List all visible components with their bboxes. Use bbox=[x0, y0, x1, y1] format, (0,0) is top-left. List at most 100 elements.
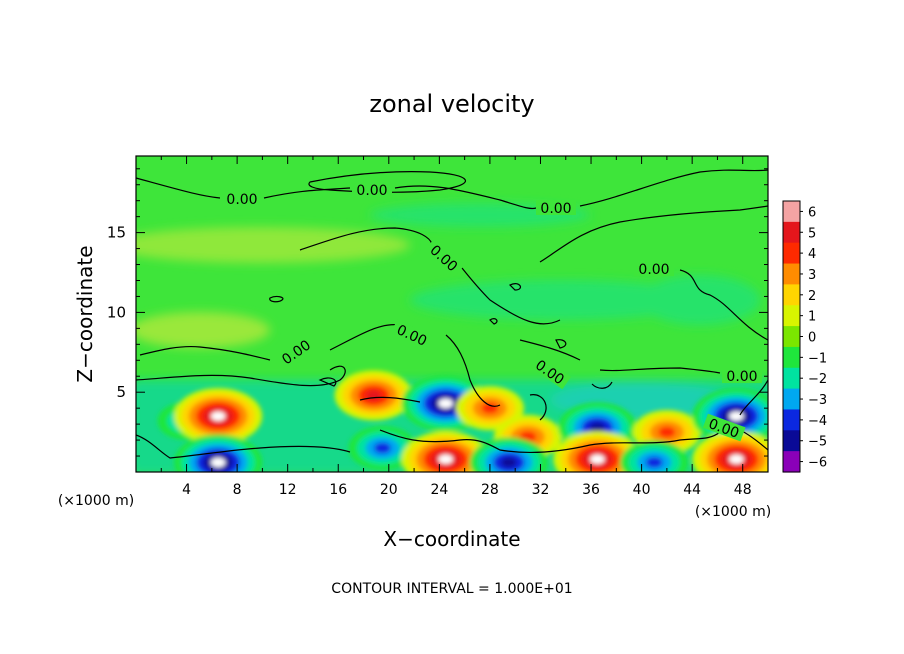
contour-label: 0.00 bbox=[352, 182, 392, 199]
zero-contours bbox=[136, 169, 768, 459]
contour-labels: 0.000.000.000.00 0.000.000.000.00 0.000.00 bbox=[222, 182, 762, 442]
x-unit-left: (×1000 m) bbox=[58, 493, 134, 509]
colorbar-label: −3 bbox=[808, 393, 827, 408]
x-tick-label: 32 bbox=[532, 482, 550, 498]
colorbar-swatch bbox=[783, 263, 800, 285]
colorbar-label: −6 bbox=[808, 456, 827, 471]
x-tick-label: 40 bbox=[633, 482, 651, 498]
weak-flow-patch bbox=[640, 275, 760, 325]
colorbar-label: 0 bbox=[808, 331, 816, 346]
core-ring bbox=[658, 426, 676, 438]
colorbar-swatch bbox=[783, 242, 800, 265]
weak-flow-patch bbox=[136, 227, 410, 263]
core-ring bbox=[210, 457, 226, 468]
contour-label-bg bbox=[702, 413, 746, 442]
x-tick-label: 36 bbox=[582, 482, 600, 498]
core-ring bbox=[589, 422, 606, 433]
colorbar-label: −2 bbox=[808, 372, 827, 387]
y-tick-label: 5 bbox=[116, 383, 126, 401]
plot-frame bbox=[135, 155, 769, 473]
colorbar-label: 1 bbox=[808, 310, 816, 325]
positive-core bbox=[334, 370, 413, 421]
x-tick-label: 48 bbox=[734, 482, 752, 498]
contour-label-bg bbox=[634, 261, 674, 276]
colorbar-swatch bbox=[783, 451, 800, 473]
colorbar-label: −5 bbox=[808, 435, 827, 450]
contour-interval-note: CONTOUR INTERVAL = 1.000E+01 bbox=[331, 581, 572, 597]
contour-line bbox=[269, 295, 567, 387]
colorbar-swatch bbox=[783, 284, 800, 306]
positive-core bbox=[455, 386, 524, 431]
positive-core bbox=[553, 431, 642, 472]
contour-line bbox=[139, 323, 768, 416]
core-ring bbox=[373, 442, 391, 454]
colorbar-label: 6 bbox=[808, 205, 816, 220]
contour-label-text: 0.00 bbox=[356, 183, 387, 199]
colorbar-swatch bbox=[783, 430, 800, 452]
negative-core bbox=[174, 434, 263, 472]
contour-line bbox=[308, 171, 466, 193]
weak-flow-patch bbox=[410, 280, 710, 320]
x-tick-label: 8 bbox=[233, 482, 242, 498]
negative-core bbox=[469, 437, 548, 472]
x-tick-label: 4 bbox=[182, 482, 191, 498]
negative-core bbox=[348, 426, 417, 471]
contour-label-bg bbox=[390, 319, 434, 350]
contour-label: 0.00 bbox=[634, 261, 674, 278]
x-tick-label: 12 bbox=[279, 482, 297, 498]
weak-flow-patch bbox=[136, 312, 270, 348]
weak-flow-patch bbox=[370, 203, 590, 227]
colorbar-swatch bbox=[783, 346, 800, 369]
colorbar-label: −1 bbox=[808, 351, 827, 366]
contour-label-bg bbox=[275, 333, 317, 370]
core-ring bbox=[501, 457, 517, 468]
contour-label-text: 0.00 bbox=[638, 262, 669, 278]
x-axis: 4 8 12 16 20 24 28 32 36 40 44 48 bbox=[160, 156, 752, 498]
y-tick-label: 10 bbox=[107, 303, 126, 321]
colorbar-swatch bbox=[783, 367, 800, 390]
colorbar-label: 5 bbox=[808, 226, 816, 241]
colorbar-label: 3 bbox=[808, 268, 816, 283]
contour-label-bg bbox=[424, 238, 465, 277]
x-axis-label: X−coordinate bbox=[383, 527, 520, 551]
core-ring bbox=[729, 454, 744, 464]
core-ring bbox=[590, 454, 605, 464]
core-ring bbox=[438, 398, 453, 409]
colorbar-label: 2 bbox=[808, 289, 816, 304]
contour-label-bg bbox=[352, 182, 392, 197]
y-axis-label: Z−coordinate bbox=[73, 245, 97, 382]
x-tick-label: 44 bbox=[683, 482, 701, 498]
positive-core bbox=[401, 431, 490, 472]
chart-title: zonal velocity bbox=[369, 90, 534, 118]
contour-line bbox=[136, 169, 768, 210]
core-ring bbox=[645, 456, 663, 468]
y-axis: 5 10 15 bbox=[107, 168, 768, 457]
core-ring bbox=[210, 411, 226, 421]
contour-label-text: 0.00 bbox=[540, 201, 571, 217]
contour-label-bg bbox=[222, 191, 262, 206]
contour-line bbox=[299, 205, 768, 341]
colorbar-label: 4 bbox=[808, 247, 816, 262]
colorbar-swatch bbox=[783, 326, 800, 348]
contour-label-bg bbox=[529, 353, 571, 390]
x-tick-label: 20 bbox=[380, 482, 398, 498]
positive-core bbox=[174, 388, 263, 445]
colorbar-swatch bbox=[783, 409, 800, 431]
y-tick-label: 15 bbox=[107, 224, 126, 242]
contour-label: 0.00 bbox=[536, 200, 576, 217]
x-tick-label: 24 bbox=[430, 482, 448, 498]
positive-core bbox=[692, 431, 768, 472]
core-ring bbox=[481, 402, 499, 414]
contour-label: 0.00 bbox=[722, 368, 762, 385]
contour-label-bg bbox=[536, 200, 576, 215]
contour-label-text: 0.00 bbox=[726, 369, 757, 385]
colorbar-swatch bbox=[783, 221, 800, 244]
contour-line bbox=[136, 365, 613, 421]
contour-label: 0.00 bbox=[222, 191, 262, 208]
x-tick-label: 16 bbox=[329, 482, 347, 498]
colorbar-swatch bbox=[783, 388, 800, 411]
negative-core bbox=[620, 440, 689, 472]
core-ring bbox=[438, 454, 453, 464]
x-unit-right: (×1000 m) bbox=[695, 504, 771, 520]
